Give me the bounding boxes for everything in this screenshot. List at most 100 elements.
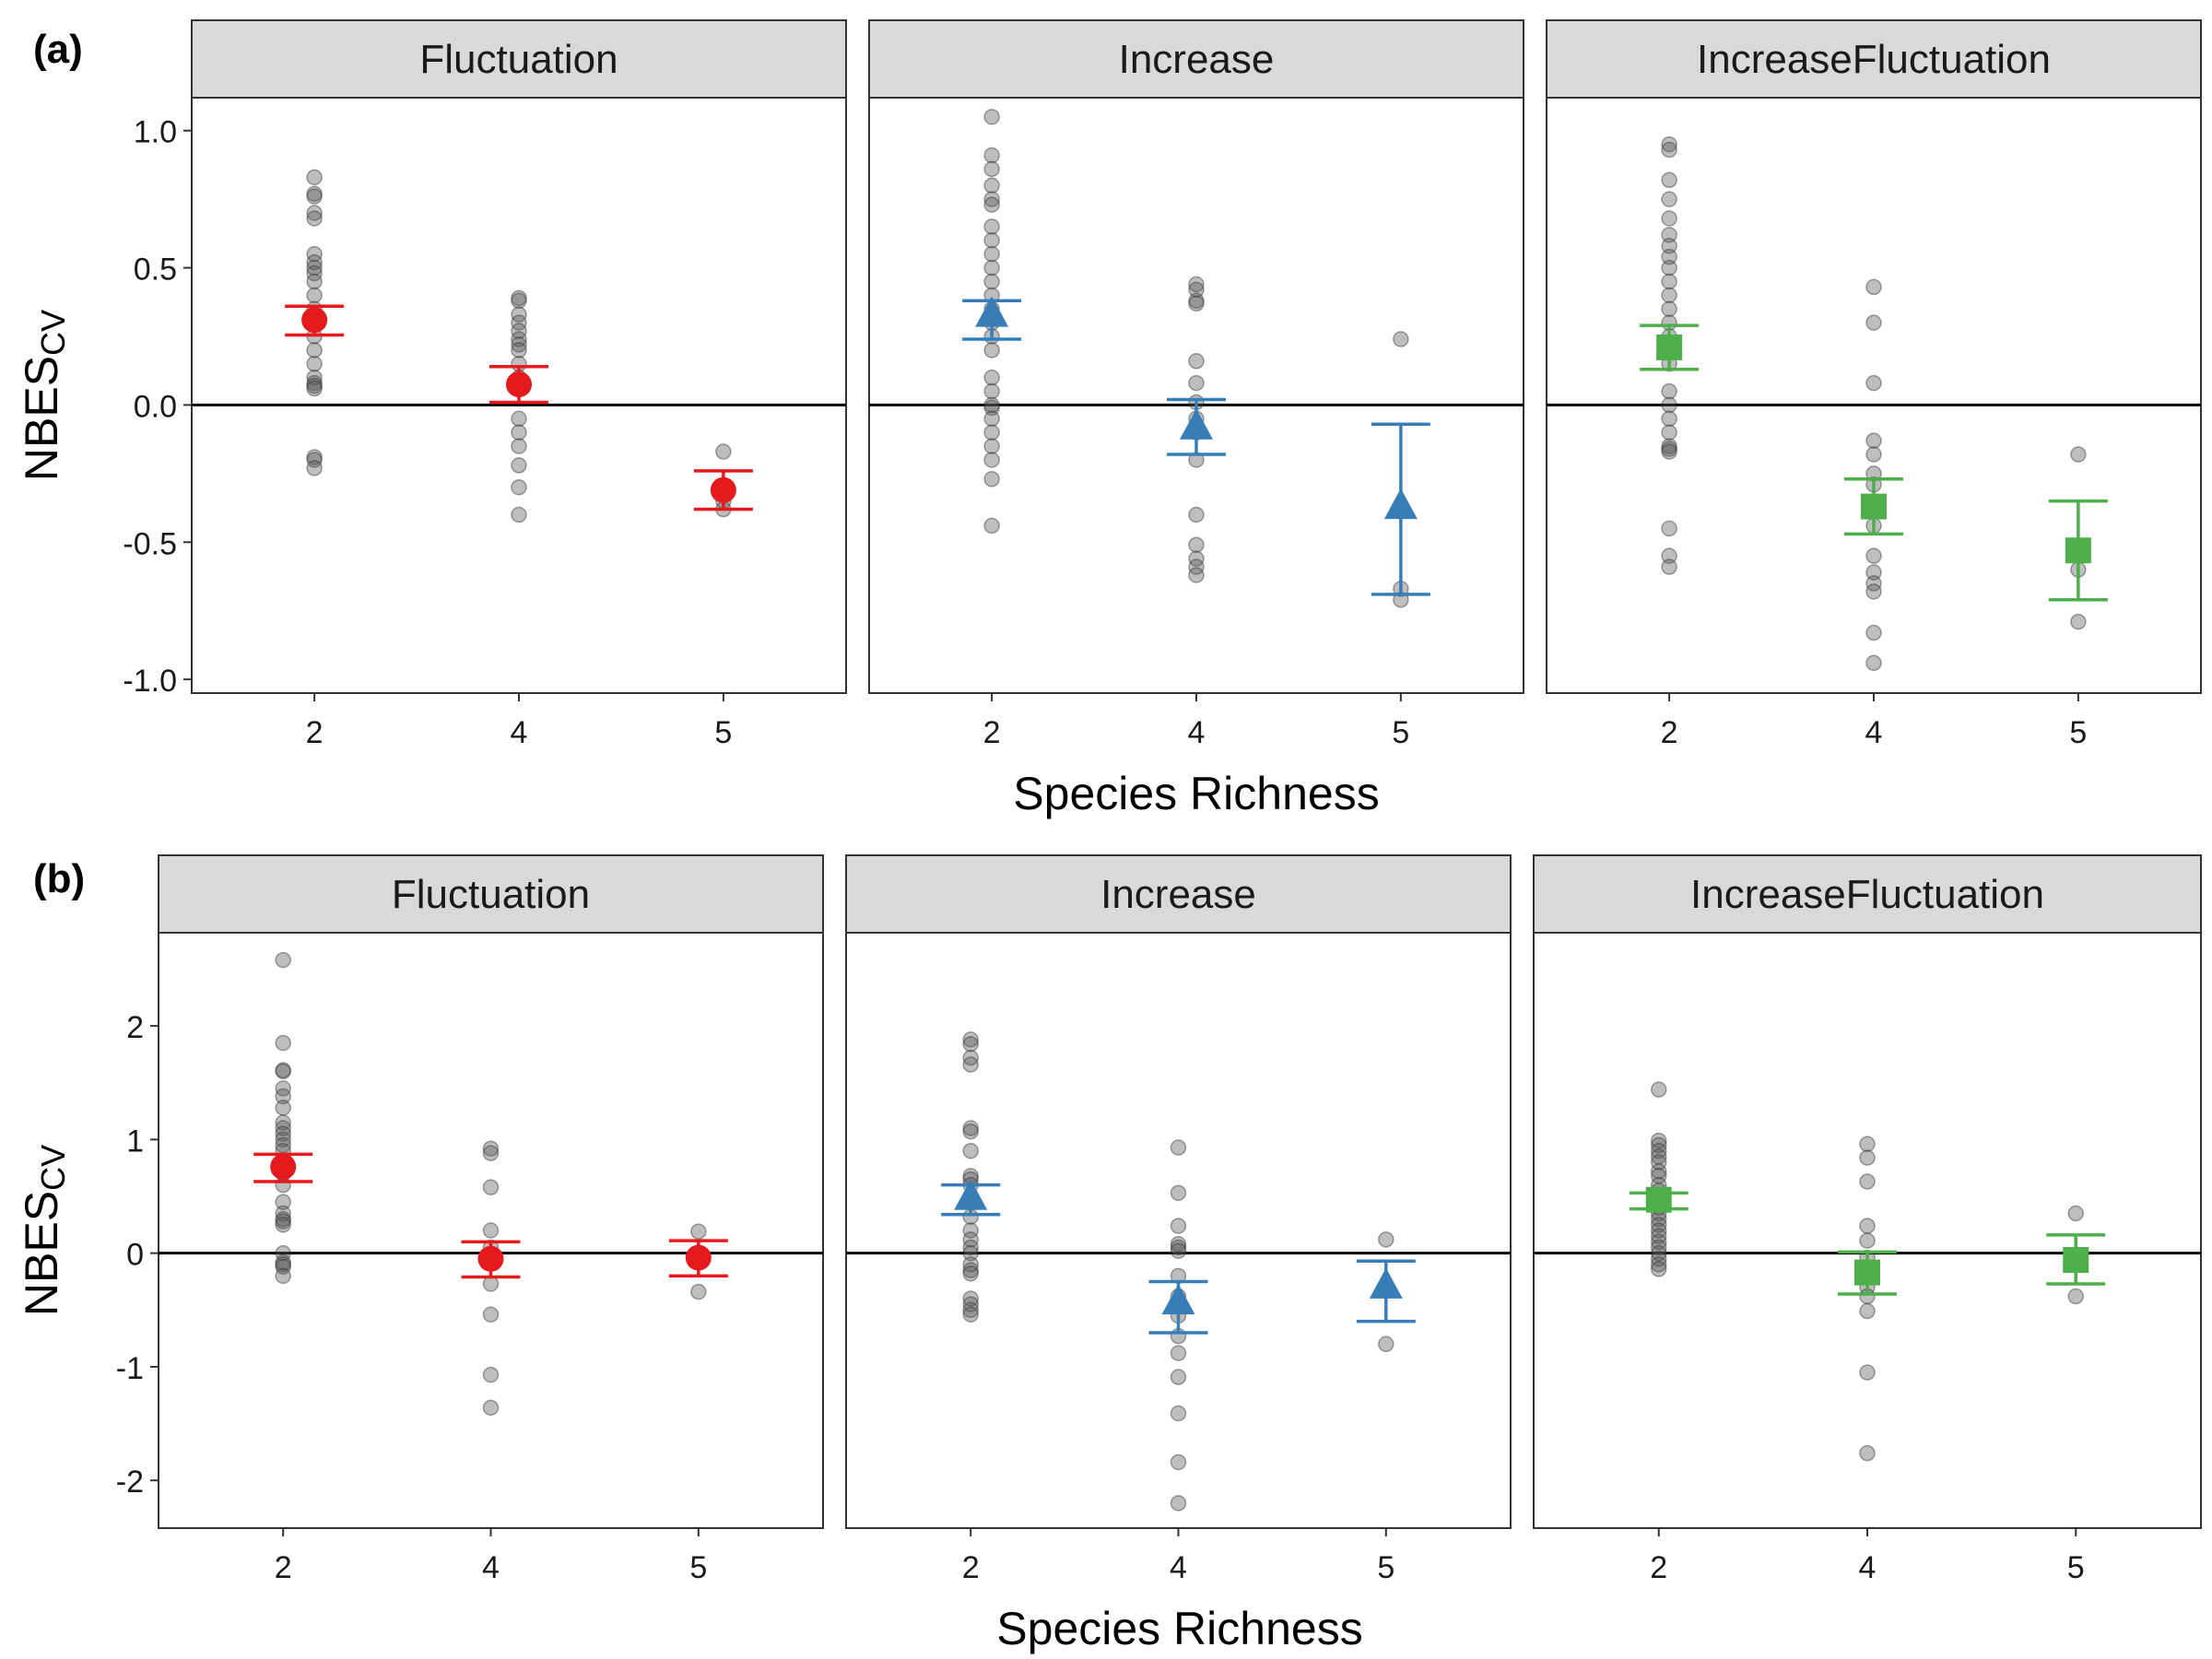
data-point [275, 1100, 291, 1116]
x-tick-label: 2 [983, 715, 1001, 750]
data-point [511, 323, 527, 339]
data-point [306, 259, 323, 276]
data-point [983, 177, 1000, 194]
y-tick-label: 0.0 [134, 389, 177, 424]
data-point [1865, 547, 1882, 564]
facet-increase: Increase 2 4 5 [868, 19, 1524, 750]
data-point [511, 289, 527, 307]
data-point [962, 1296, 979, 1312]
data-point [983, 471, 1000, 488]
data-point [275, 1131, 291, 1148]
data-point [983, 396, 1000, 414]
data-point [983, 196, 1000, 213]
data-point [983, 382, 1000, 400]
x-tick-label: 4 [1188, 715, 1206, 750]
data-point [306, 287, 323, 304]
data-point [1170, 1345, 1187, 1361]
facet-increasefluctuation: IncreaseFluctuation 2 4 5 [1533, 854, 2202, 1585]
data-point [1661, 559, 1677, 575]
chart-panel-a: (a) NBESCV Species Richness Fluctuation 1.0 0… [16, 19, 2202, 819]
data-point [1661, 287, 1677, 304]
data-point [1661, 238, 1677, 254]
data-point [1661, 410, 1677, 428]
data-point [983, 259, 1000, 276]
facet-strip [158, 854, 824, 934]
data-point [983, 160, 1000, 178]
data-point [511, 306, 527, 323]
data-point [275, 1120, 291, 1136]
data-point [511, 292, 527, 310]
data-point [1859, 1302, 1876, 1320]
facet-strip-label: IncreaseFluctuation [1697, 37, 2051, 82]
data-point [2067, 1205, 2084, 1222]
mean-marker [685, 1244, 712, 1271]
data-point [983, 399, 1000, 417]
mean-marker [1369, 1267, 1403, 1299]
data-point [962, 1036, 979, 1053]
data-point [511, 424, 527, 441]
data-point [983, 245, 1000, 263]
data-point [306, 356, 323, 372]
data-point [306, 460, 323, 477]
mean-marker [1180, 408, 1213, 440]
data-point [511, 410, 527, 428]
data-point [983, 218, 1000, 235]
data-point [1661, 424, 1677, 441]
data-point [983, 410, 1000, 428]
data-point [306, 253, 323, 271]
data-point [1859, 1364, 1876, 1381]
x-axis-label: Species Richness [1013, 768, 1379, 819]
facet-fluctuation: Fluctuation 2 1 0 -1 -2 2 4 5 [116, 854, 824, 1585]
data-point [482, 1179, 500, 1195]
data-point [275, 1136, 291, 1154]
x-tick-label: 4 [1859, 1550, 1877, 1585]
data-point [1651, 1228, 1667, 1244]
data-point [1170, 1453, 1187, 1471]
data-point [306, 265, 323, 282]
data-point [306, 188, 323, 205]
y-tick-label: -0.5 [123, 526, 177, 561]
data-point [1661, 259, 1677, 276]
mean-marker [1161, 1283, 1195, 1315]
facet-increase: Increase 2 4 5 [845, 854, 1512, 1585]
data-point [1188, 281, 1205, 299]
data-point [275, 1217, 291, 1233]
facet-increasefluctuation: IncreaseFluctuation 2 4 5 [1546, 19, 2202, 750]
data-point [962, 1290, 979, 1307]
y-axis-label: NBESCV [16, 310, 72, 481]
y-axis-label-sub: CV [34, 310, 72, 356]
data-point [1170, 1139, 1187, 1156]
data-point [2070, 613, 2087, 630]
mean-marker [506, 371, 532, 398]
facet-strip-label: IncreaseFluctuation [1690, 872, 2044, 917]
data-point [1661, 441, 1677, 457]
data-point [1651, 1244, 1667, 1262]
data-point [962, 1244, 979, 1262]
data-point [306, 245, 323, 263]
data-point [1170, 1184, 1187, 1202]
data-point [1661, 135, 1677, 153]
data-point [1651, 1132, 1667, 1149]
y-tick-label: 2 [126, 1010, 144, 1045]
data-point [1188, 559, 1205, 575]
data-point [1651, 1142, 1667, 1159]
data-point [1188, 276, 1205, 293]
data-point [1865, 624, 1882, 641]
data-point [306, 210, 323, 227]
data-point [1651, 1081, 1667, 1098]
data-point [1170, 1236, 1187, 1253]
data-point [511, 506, 527, 524]
data-point [482, 1145, 500, 1161]
data-point [1188, 353, 1205, 370]
y-tick-label: -2 [116, 1465, 144, 1500]
data-point [306, 273, 323, 290]
x-tick-label: 5 [689, 1550, 707, 1585]
facet-strip-label: Fluctuation [419, 37, 618, 82]
data-point [962, 1306, 979, 1323]
data-point [1651, 1222, 1667, 1239]
mean-marker [710, 477, 736, 503]
data-point [1661, 248, 1677, 265]
data-point [306, 185, 323, 202]
data-point [1661, 443, 1677, 460]
data-point [275, 1258, 291, 1276]
